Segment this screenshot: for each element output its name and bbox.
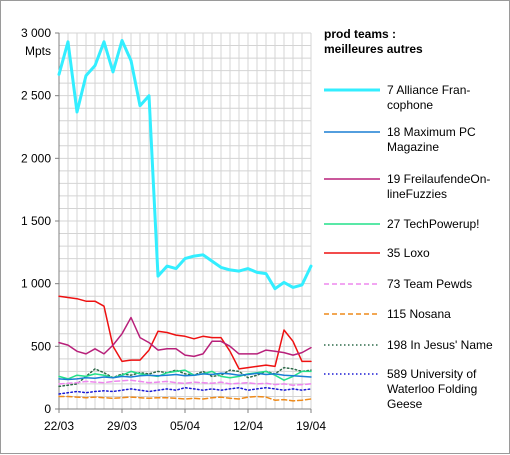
legend-label-4: 27 TechPowerup! xyxy=(387,217,480,231)
legend-label-8: 198 In Jesus' Name xyxy=(387,338,493,352)
legend-label-3: lineFuzzies xyxy=(387,187,447,201)
axes: 0 500 1 000 1 500 2 000 2 500 3 000 22/03 29/03 0… xyxy=(21,26,326,433)
grid xyxy=(58,32,312,410)
legend-label-9: Waterloo Folding xyxy=(387,382,477,396)
legend-label-6: 73 Team Pewds xyxy=(387,277,472,291)
legend-label-1: 7 Alliance Fran- xyxy=(387,83,470,97)
legend-label-5: 35 Loxo xyxy=(387,246,430,260)
legend-label-3: 19 FreilaufendeOn- xyxy=(387,172,490,186)
legend-label-2: 18 Maximum PC xyxy=(387,125,476,139)
y-tick-label: 2 500 xyxy=(21,89,51,103)
x-tick-label: 22/03 xyxy=(44,419,74,433)
series-line-2 xyxy=(58,372,312,381)
y-axis-label: Mpts xyxy=(25,44,51,58)
legend-label-9: 589 University of xyxy=(387,367,477,381)
series-line-5 xyxy=(58,295,312,370)
legend-label-2: Magazine xyxy=(387,140,439,154)
x-tick-label: 19/04 xyxy=(296,419,326,433)
series-line-1 xyxy=(57,39,313,291)
series-line-6 xyxy=(58,379,312,386)
y-tick-label: 1 500 xyxy=(21,214,51,228)
legend-label-7: 115 Nosana xyxy=(387,307,451,321)
y-tick-label: 1 000 xyxy=(21,277,51,291)
series-line-9 xyxy=(58,386,312,395)
legend: prod teams :meilleures autres 7 Alliance … xyxy=(324,27,493,411)
legend-title: prod teams : xyxy=(324,27,396,41)
legend-label-1: cophone xyxy=(387,98,433,112)
x-tick-label: 29/03 xyxy=(107,419,137,433)
series-line-7 xyxy=(58,395,312,402)
series-lines xyxy=(57,39,313,402)
legend-title: meilleures autres xyxy=(324,42,423,56)
y-tick-label: 2 000 xyxy=(21,151,51,165)
y-tick-label: 3 000 xyxy=(21,26,51,40)
series-line-3 xyxy=(58,316,312,358)
x-tick-label: 12/04 xyxy=(233,419,263,433)
x-tick-label: 05/04 xyxy=(170,419,200,433)
legend-label-9: Geese xyxy=(387,397,423,411)
y-tick-label: 500 xyxy=(31,339,51,353)
series-line-4 xyxy=(58,369,312,381)
y-tick-label: 0 xyxy=(44,402,51,416)
